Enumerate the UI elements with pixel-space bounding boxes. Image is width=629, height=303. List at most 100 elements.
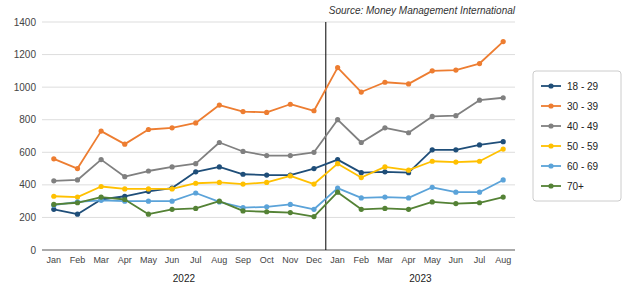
y-tick-label: 600 <box>19 147 36 158</box>
x-tick-label: Dec <box>306 255 323 265</box>
x-tick-label: May <box>140 255 158 265</box>
series-point <box>453 67 458 72</box>
series-point <box>382 164 387 169</box>
series-point <box>146 168 151 173</box>
series-point <box>169 186 174 191</box>
series-point <box>335 190 340 195</box>
series-point <box>382 206 387 211</box>
series-point <box>477 159 482 164</box>
series-point <box>359 207 364 212</box>
x-tick-label: Feb <box>70 255 86 265</box>
series-point <box>240 181 245 186</box>
series-point <box>311 166 316 171</box>
series-point <box>382 80 387 85</box>
series-point <box>240 172 245 177</box>
series-point <box>75 212 80 217</box>
series-point <box>122 142 127 147</box>
legend-marker <box>548 123 553 128</box>
series-point <box>311 181 316 186</box>
y-tick-label: 1200 <box>14 49 37 60</box>
series-point <box>264 110 269 115</box>
series-point <box>335 65 340 70</box>
legend-label: 40 - 49 <box>567 121 599 132</box>
series-line <box>54 149 503 197</box>
series-point <box>477 200 482 205</box>
series-point <box>169 164 174 169</box>
series-point <box>240 109 245 114</box>
y-tick-label: 400 <box>19 179 36 190</box>
series-point <box>122 197 127 202</box>
series-point <box>217 199 222 204</box>
series-point <box>169 186 174 191</box>
series-point <box>382 194 387 199</box>
x-tick-label: Feb <box>354 255 370 265</box>
series-point <box>146 212 151 217</box>
series-point <box>217 199 222 204</box>
grid-line <box>42 250 515 251</box>
series-point <box>453 190 458 195</box>
series-point <box>169 207 174 212</box>
legend-marker <box>548 183 553 188</box>
series-point <box>406 81 411 86</box>
series-point <box>264 153 269 158</box>
series-point <box>430 114 435 119</box>
series-point <box>169 125 174 130</box>
series-point <box>122 186 127 191</box>
series-point <box>406 207 411 212</box>
series-point <box>359 195 364 200</box>
x-tick-label: Aug <box>211 255 227 265</box>
series-point <box>501 146 506 151</box>
series-point <box>430 68 435 73</box>
series-point <box>99 157 104 162</box>
x-tick-label: Apr <box>402 255 416 265</box>
series-point <box>311 207 316 212</box>
series-point <box>51 202 56 207</box>
series-point <box>430 199 435 204</box>
chart: 0200400600800100012001400JanFebMarAprMay… <box>0 0 629 303</box>
series-point <box>193 169 198 174</box>
series-point <box>193 181 198 186</box>
series-point <box>501 177 506 182</box>
series-point <box>264 204 269 209</box>
series-point <box>288 102 293 107</box>
series-point <box>430 147 435 152</box>
series-point <box>477 142 482 147</box>
series-point <box>217 140 222 145</box>
series-point <box>501 39 506 44</box>
grid-line <box>42 184 515 185</box>
series-point <box>193 206 198 211</box>
legend-marker <box>548 103 553 108</box>
grid-line <box>42 54 515 55</box>
x-tick-label: Jan <box>330 255 345 265</box>
series-point <box>217 164 222 169</box>
legend-label: 50 - 59 <box>567 141 599 152</box>
series-point <box>501 139 506 144</box>
series-point <box>382 125 387 130</box>
series-point <box>430 159 435 164</box>
series-point <box>193 161 198 166</box>
series-point <box>430 185 435 190</box>
series-point <box>240 208 245 213</box>
series-point <box>75 166 80 171</box>
series-point <box>453 201 458 206</box>
series-point <box>501 194 506 199</box>
legend-label: 30 - 39 <box>567 101 599 112</box>
series-point <box>288 202 293 207</box>
series-line <box>54 98 503 181</box>
series-point <box>359 89 364 94</box>
series-point <box>99 194 104 199</box>
legend: 18 - 2930 - 3940 - 4950 - 5960 - 6970+ <box>533 71 621 201</box>
y-tick-label: 1400 <box>14 17 37 28</box>
series-point <box>359 140 364 145</box>
series-point <box>75 200 80 205</box>
series-point <box>311 108 316 113</box>
grid-line <box>42 217 515 218</box>
x-tick-label: Aug <box>495 255 511 265</box>
legend-marker <box>548 83 553 88</box>
x-tick-label: Jan <box>47 255 62 265</box>
series-point <box>477 190 482 195</box>
x-tick-label: Sep <box>235 255 251 265</box>
year-label: 2023 <box>409 273 432 284</box>
grid-line <box>42 22 515 23</box>
legend-label: 18 - 29 <box>567 81 599 92</box>
